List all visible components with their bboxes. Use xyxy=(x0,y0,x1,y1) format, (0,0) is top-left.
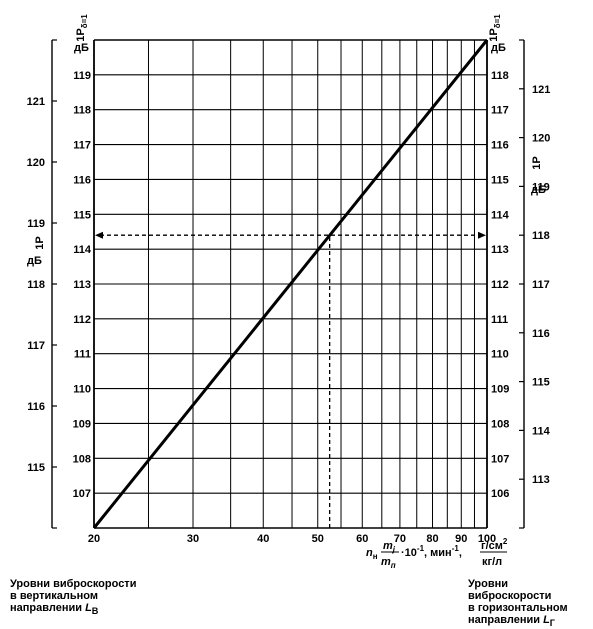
outer-left-tick-label: 121 xyxy=(27,96,45,108)
inner-right-tick-label: 110 xyxy=(491,349,509,361)
x-tick-label: 70 xyxy=(394,533,406,545)
inner-left-tick-label: 114 xyxy=(73,244,92,256)
inner-left-axis-symbol: 1Pδ=1 xyxy=(75,14,89,42)
inner-right-tick-label: 113 xyxy=(491,244,509,256)
outer-right-tick-label: 120 xyxy=(532,133,550,145)
outer-right-tick-label: 118 xyxy=(532,230,550,242)
x-tick-label: 60 xyxy=(356,533,368,545)
outer-right-tick-label: 119 xyxy=(532,181,550,193)
right-caption: Уровни виброскорости в горизонтальном на… xyxy=(468,578,568,629)
inner-left-tick-label: 118 xyxy=(73,105,91,117)
svg-text:mj: mj xyxy=(383,540,396,554)
outer-left-tick-label: 117 xyxy=(27,340,45,352)
inner-right-axis-unit: дБ xyxy=(491,42,506,54)
inner-left-tick-label: 108 xyxy=(73,453,91,465)
outer-left-axis-symbol: 1P xyxy=(34,236,46,249)
inner-right-tick-label: 106 xyxy=(491,488,509,500)
inner-left-axis-unit: дБ xyxy=(74,42,89,54)
inner-left-tick-label: 113 xyxy=(73,279,91,291)
inner-right-tick-label: 118 xyxy=(491,70,509,82)
inner-right-tick-label: 107 xyxy=(491,453,509,465)
inner-left-tick-label: 115 xyxy=(73,209,91,221)
inner-left-tick-label: 107 xyxy=(73,488,91,500)
inner-right-tick-label: 117 xyxy=(491,105,509,117)
x-tick-label: 100 xyxy=(478,533,496,545)
tick-labels: 20 30 40 50 60 70 80 90 100 107 108 109 110 111 112 113… xyxy=(27,39,551,545)
inner-right-tick-label: 109 xyxy=(491,384,509,396)
x-tick-label: 90 xyxy=(455,533,467,545)
inner-left-tick-label: 119 xyxy=(73,70,91,82)
inner-left-tick-label: 109 xyxy=(73,418,91,430)
outer-right-axis-unit: дБ xyxy=(531,184,546,196)
outer-left-tick-label: 120 xyxy=(27,157,45,169)
inner-left-tick-label: 112 xyxy=(73,314,91,326)
x-tick-label: 80 xyxy=(426,533,438,545)
x-tick-label: 30 xyxy=(187,533,199,545)
inner-left-tick-label: 110 xyxy=(73,384,91,396)
svg-text:г/см2: г/см2 xyxy=(481,537,508,552)
x-tick-label: 50 xyxy=(312,533,324,545)
svg-text:·10-1, мин-1,: ·10-1, мин-1, xyxy=(401,544,462,559)
outer-left-tick-label: 116 xyxy=(27,401,45,413)
x-tick-label: 20 xyxy=(88,533,100,545)
x-tick-label: 40 xyxy=(257,533,269,545)
outer-right-tick-label: 117 xyxy=(532,279,550,291)
series-layer xyxy=(92,39,489,529)
inner-right-tick-label: 116 xyxy=(491,140,509,152)
outer-left-tick-label: 118 xyxy=(27,279,45,291)
inner-right-tick-label: 112 xyxy=(491,279,509,291)
inner-right-tick-label: 115 xyxy=(491,174,509,186)
inner-right-tick-label: 108 xyxy=(491,418,509,430)
x-axis-label: nн mj mп ·10-1, мин-1, г/см2 кг/л xyxy=(366,537,508,570)
inner-left-tick-label: 116 xyxy=(73,174,91,186)
outer-right-tick-label: 115 xyxy=(532,377,550,389)
outer-right-axis-symbol: 1P xyxy=(531,156,543,169)
inner-right-axis-symbol: 1Pδ=1 xyxy=(488,14,502,42)
inner-right-tick-label: 114 xyxy=(491,209,510,221)
outer-right-tick-label: 113 xyxy=(532,474,550,486)
outer-right-tick-label: 121 xyxy=(532,84,550,96)
grid-lines xyxy=(93,39,488,529)
outer-left-axis-unit: дБ xyxy=(27,255,42,267)
left-caption: Уровни виброскорости в вертикальном напр… xyxy=(10,578,137,617)
arrow-right-icon xyxy=(478,231,486,239)
inner-left-tick-label: 111 xyxy=(74,349,91,361)
outer-right-tick-label: 114 xyxy=(532,425,551,437)
svg-text:кг/л: кг/л xyxy=(482,556,502,568)
svg-text:mп: mп xyxy=(381,556,396,570)
outer-left-tick-label: 119 xyxy=(27,218,45,230)
inner-left-tick-label: 117 xyxy=(73,140,91,152)
svg-text:nн: nн xyxy=(366,547,378,561)
outer-left-tick-label: 115 xyxy=(27,462,45,474)
inner-right-tick-label: 111 xyxy=(491,314,508,326)
outer-right-tick-label: 116 xyxy=(532,328,550,340)
arrow-left-icon xyxy=(95,231,103,239)
series-line xyxy=(92,39,489,529)
axis-titles: 1Pδ=1 дБ 1Pδ=1 дБ 1P дБ 1P дБ nн mj mп ·… xyxy=(27,14,546,570)
